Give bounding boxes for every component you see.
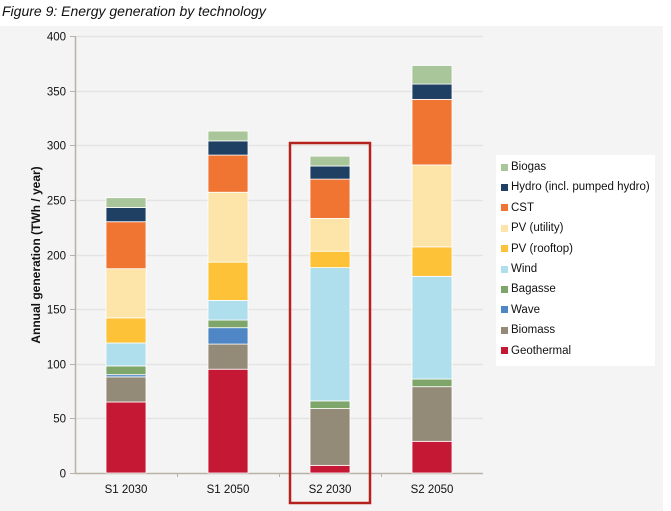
bar-segment-geothermal [411,440,453,474]
bar-segment-geothermal [309,464,351,474]
tick-labels: 0 50 100 150 200 250 300 350 400 S1 2030 S1 2050 S2… [47,32,454,497]
legend-swatch [501,347,508,355]
y-tick-label: 350 [47,87,66,99]
bar-segment-wind [105,342,147,367]
legend-swatch [501,183,508,191]
bar-segment-bagasse [309,400,351,409]
legend-item: PV (utility) [501,220,563,236]
legend-label: Bagasse [511,283,556,296]
x-tick-label: S1 2050 [207,484,250,496]
legend-label: Hydro (incl. pumped hydro) [511,181,650,194]
bar-segment-wind [309,267,351,402]
legend: Biogas Hydro (incl. pumped hydro) CST PV (u… [496,155,655,366]
legend-swatch [501,224,508,232]
bar-segment-biomass [207,343,249,370]
legend-swatch [501,163,508,171]
bar-segment-hydro-incl-pumped-hydro [105,207,147,223]
bar-segment-biomass [309,408,351,466]
bar-segment-cst [309,178,351,219]
legend-label: Wave [511,303,540,316]
y-tick-label: 400 [47,32,66,44]
bar-segment-bagasse [411,378,453,388]
bar-segment-pv-utility [411,164,453,248]
y-tick-label: 150 [47,305,66,317]
bar-segment-pv-utility [309,218,351,252]
bar-segment-pv-rooftop [309,250,351,269]
legend-item: CST [501,200,534,216]
bar-segment-pv-rooftop [411,246,453,277]
legend-swatch [501,306,508,314]
legend-swatch [501,204,508,212]
y-tick-label: 0 [60,469,66,481]
legend-label: PV (utility) [511,222,564,235]
y-tick-label: 200 [47,251,66,263]
bar-segment-cst [411,98,453,166]
bar-segment-cst [105,221,147,270]
legend-item: Hydro (incl. pumped hydro) [501,179,650,195]
legend-swatch [501,245,508,253]
bar-segment-hydro-incl-pumped-hydro [411,83,453,100]
legend-item: PV (rooftop) [501,241,573,257]
legend-item: Biomass [501,322,555,338]
y-tick-label: 300 [47,141,66,153]
bar-segment-cst [207,154,249,193]
legend-item: Wind [501,261,537,277]
legend-item: Bagasse [501,281,556,297]
bars [105,65,453,474]
bar-segment-hydro-incl-pumped-hydro [309,165,351,180]
y-axis-label: Annual generation (TWh / year) [29,166,43,344]
legend-item: Geothermal [501,343,571,359]
bar-segment-biomass [411,386,453,442]
x-tick-label: S2 2030 [309,484,352,496]
bar-segment-pv-utility [105,268,147,319]
bar-segment-bagasse [207,319,249,329]
bar-segment-pv-rooftop [207,261,249,301]
legend-label: PV (rooftop) [511,242,573,255]
bar-segment-geothermal [207,368,249,474]
legend-label: CST [511,201,534,214]
bar-segment-biogas [105,197,147,208]
bar-segment-hydro-incl-pumped-hydro [207,140,249,156]
y-tick-label: 100 [47,360,66,372]
legend-label: Geothermal [511,344,572,357]
legend-item: Wave [501,302,540,318]
legend-swatch [501,285,508,293]
legend-swatch [501,326,508,334]
y-tick-label: 250 [47,196,66,208]
bar-segment-biogas [411,65,453,85]
bar-segment-wave [207,327,249,345]
x-tick-label: S2 2050 [411,484,454,496]
bar-segment-wind [411,275,453,380]
legend-label: Biogas [511,161,547,173]
legend-label: Wind [511,263,538,275]
y-tick-label: 50 [53,414,66,426]
bar-segment-biogas [207,130,249,142]
highlight-box [288,141,372,505]
x-tick-label: S1 2030 [105,484,148,496]
legend-label: Biomass [511,324,556,337]
legend-item: Biogas [501,159,546,175]
bar-segment-pv-rooftop [105,317,147,344]
bar-segment-biogas [309,155,351,167]
bar-segment-wind [207,299,249,321]
bar-segment-geothermal [105,401,147,474]
bar-segment-bagasse [105,365,147,376]
axes [70,36,483,477]
bar-segment-pv-utility [207,191,249,263]
legend-swatch [501,265,508,273]
bar-segment-biomass [105,376,147,403]
figure-title: Figure 9: Energy generation by technolog… [2,3,266,19]
